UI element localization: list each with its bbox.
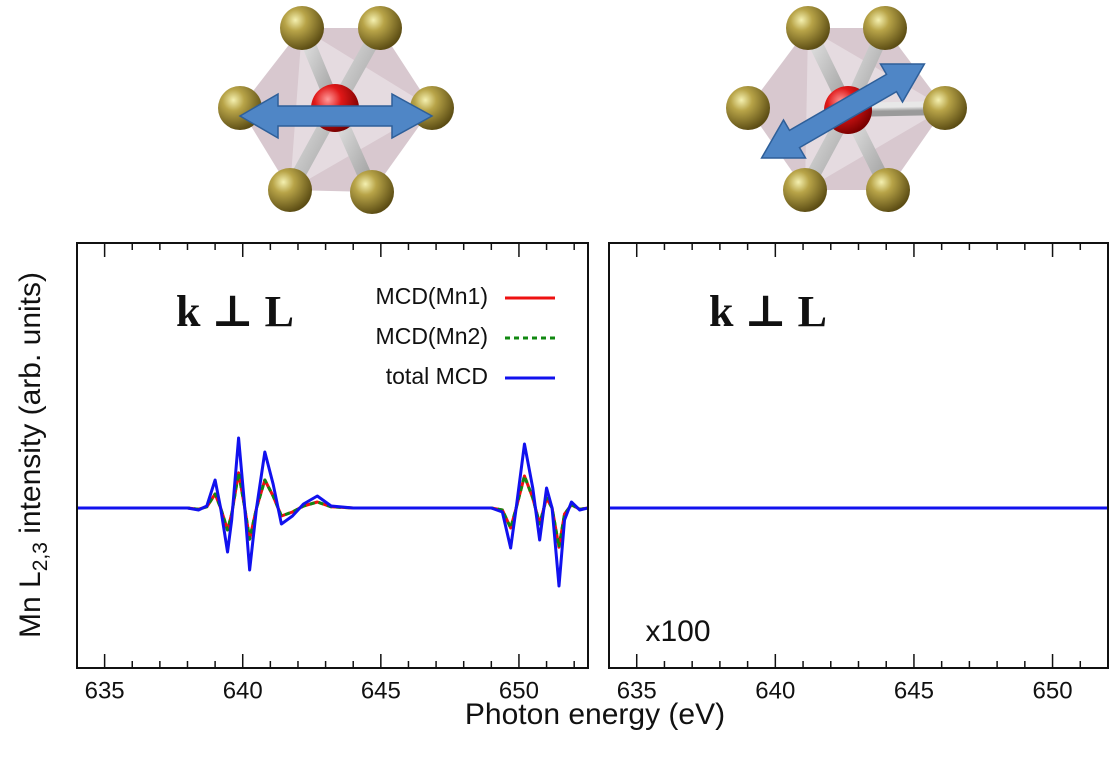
legend-label: MCD(Mn1) — [376, 283, 488, 309]
x-tick-label: 650 — [499, 677, 539, 704]
series-line — [77, 471, 588, 549]
legend-label: MCD(Mn2) — [376, 323, 488, 349]
x-tick-label: 650 — [1033, 677, 1073, 704]
annotation: x100 — [645, 615, 710, 648]
structure-right — [726, 6, 967, 212]
plot-frame — [76, 242, 589, 669]
plot-frame — [608, 242, 1109, 669]
y-axis-title: Mn L2,3 intensity (arb. units) — [14, 272, 52, 638]
x-tick-label: 640 — [755, 677, 795, 704]
y-axis-title-main: Mn L — [14, 571, 47, 638]
x-tick-label: 635 — [617, 677, 657, 704]
panel: 635 640 645 650 k ⊥ L MCD(Mn1) MCD(Mn2) total M… — [76, 242, 589, 704]
annotation: k ⊥ L — [176, 287, 294, 336]
y-axis-title-sub: 2,3 — [29, 542, 52, 571]
y-axis-title-rest: intensity (arb. units) — [14, 272, 47, 542]
series-line — [77, 436, 588, 588]
structure-left — [218, 6, 454, 214]
legend-label: total MCD — [386, 363, 488, 389]
x-tick-label: 640 — [223, 677, 263, 704]
x-tick-label: 635 — [85, 677, 125, 704]
panel: 635 640 645 650 k ⊥ L x100 — [608, 242, 1109, 704]
annotation: k ⊥ L — [709, 287, 827, 336]
x-axis-title: Photon energy (eV) — [465, 698, 725, 731]
x-tick-label: 645 — [361, 677, 401, 704]
x-tick-label: 645 — [894, 677, 934, 704]
